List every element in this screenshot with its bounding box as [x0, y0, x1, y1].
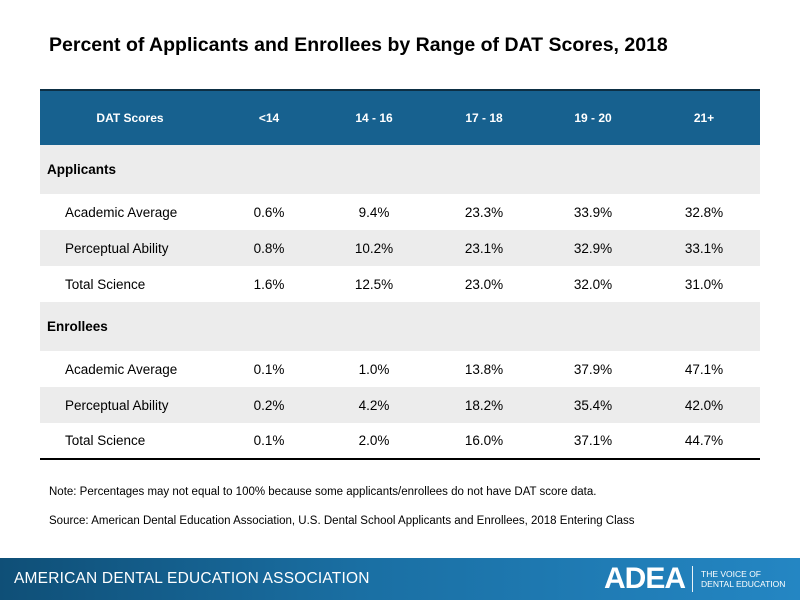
table-cell: 37.1% — [573, 433, 613, 448]
table-cell: 2.0% — [358, 433, 390, 448]
table-cell: 1.6% — [253, 276, 285, 292]
table-cell: 33.1% — [684, 240, 724, 256]
section-label: Enrollees — [47, 319, 108, 334]
table-row: Perceptual Ability 0.2% 4.2% 18.2% 35.4%… — [40, 387, 760, 423]
table-cell: 32.9% — [573, 240, 613, 256]
column-header: DAT Scores — [96, 111, 164, 125]
table-header-row: DAT Scores <14 14 - 16 17 - 18 19 - 20 2… — [40, 90, 760, 145]
table-cell: 32.8% — [684, 204, 724, 220]
table-cell: 23.0% — [464, 276, 504, 292]
table-cell: 18.2% — [464, 397, 504, 413]
table-cell: 0.1% — [253, 361, 285, 377]
column-header: 17 - 18 — [465, 111, 503, 125]
table-cell: 47.1% — [684, 361, 724, 377]
table-cell: 23.1% — [464, 240, 504, 256]
row-label: Total Science — [65, 276, 146, 292]
row-label: Perceptual Ability — [65, 240, 169, 256]
footer-organization-name: AMERICAN DENTAL EDUCATION ASSOCIATION — [14, 570, 370, 587]
table-cell: 13.8% — [464, 361, 504, 377]
row-label: Academic Average — [65, 204, 178, 220]
logo-tagline: THE VOICE OF DENTAL EDUCATION — [701, 569, 785, 589]
table-cell: 31.0% — [684, 276, 724, 292]
table-cell: 35.4% — [573, 397, 613, 413]
section-label: Applicants — [47, 162, 117, 177]
table-cell: 33.9% — [573, 204, 613, 220]
table-cell: 4.2% — [358, 397, 390, 413]
table-row: Academic Average 0.6% 9.4% 23.3% 33.9% 3… — [40, 194, 760, 230]
table-cell: 10.2% — [354, 240, 394, 256]
table-cell: 16.0% — [464, 433, 504, 448]
row-label: Perceptual Ability — [65, 397, 169, 413]
adea-logo: ADEA THE VOICE OF DENTAL EDUCATION — [604, 562, 785, 596]
table-cell: 37.9% — [573, 361, 613, 377]
column-header: <14 — [258, 111, 280, 125]
column-header: 19 - 20 — [574, 111, 612, 125]
footnote-note: Note: Percentages may not equal to 100% … — [49, 486, 597, 498]
logo-tagline-line-2: DENTAL EDUCATION — [701, 579, 786, 589]
column-header: 14 - 16 — [355, 111, 393, 125]
table-cell: 0.1% — [253, 433, 285, 448]
table-row: Total Science 0.1% 2.0% 16.0% 37.1% 44.7… — [40, 423, 760, 459]
logo-tagline-line-1: THE VOICE OF — [701, 569, 761, 579]
table-cell: 23.3% — [464, 204, 504, 220]
row-label: Academic Average — [65, 361, 178, 377]
table-row: Total Science 1.6% 12.5% 23.0% 32.0% 31.… — [40, 266, 760, 302]
dat-scores-table-container: DAT Scores <14 14 - 16 17 - 18 19 - 20 2… — [40, 89, 760, 460]
footer-banner: AMERICAN DENTAL EDUCATION ASSOCIATION AD… — [0, 558, 800, 600]
table-cell: 0.2% — [253, 397, 285, 413]
table-row: Academic Average 0.1% 1.0% 13.8% 37.9% 4… — [40, 351, 760, 387]
logo-divider — [692, 566, 694, 592]
row-label: Total Science — [65, 433, 146, 448]
section-header-row: Applicants — [40, 145, 760, 194]
page-title: Percent of Applicants and Enrollees by R… — [49, 34, 668, 56]
table-row: Perceptual Ability 0.8% 10.2% 23.1% 32.9… — [40, 230, 760, 266]
table-cell: 1.0% — [358, 361, 390, 377]
table-cell: 9.4% — [358, 204, 390, 220]
column-header: 21+ — [693, 111, 715, 125]
dat-scores-table: DAT Scores <14 14 - 16 17 - 18 19 - 20 2… — [40, 89, 760, 460]
table-cell: 12.5% — [354, 276, 394, 292]
footnote-source: Source: American Dental Education Associ… — [49, 515, 635, 527]
table-cell: 42.0% — [684, 397, 724, 413]
table-cell: 32.0% — [573, 276, 613, 292]
adea-logo-mark: ADEA — [604, 562, 686, 595]
table-cell: 0.8% — [253, 240, 285, 256]
section-header-row: Enrollees — [40, 302, 760, 351]
table-cell: 44.7% — [684, 433, 724, 448]
table-cell: 0.6% — [253, 204, 285, 220]
